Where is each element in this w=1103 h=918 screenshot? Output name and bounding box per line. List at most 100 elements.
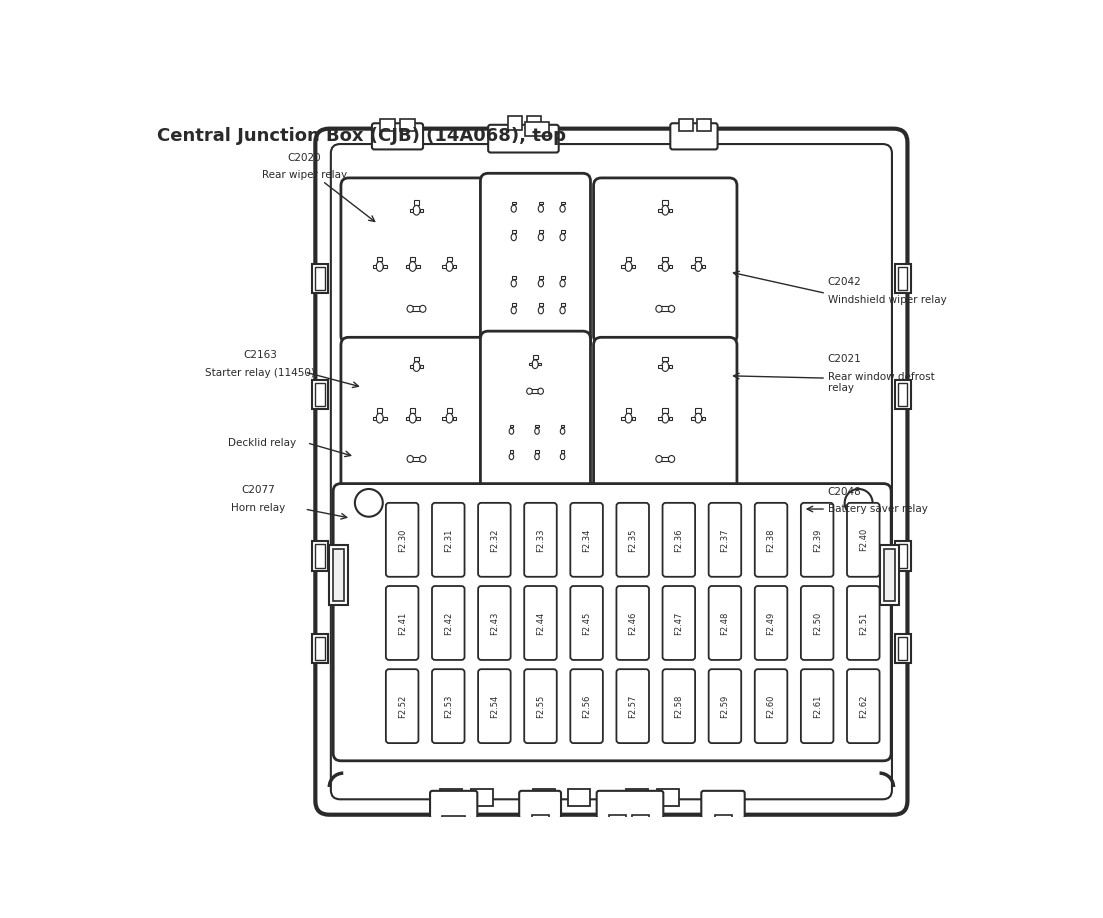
Text: relay: relay [827, 383, 854, 393]
Bar [538, 363, 542, 365]
Bar [512, 230, 516, 233]
Bar [560, 425, 565, 428]
Ellipse shape [532, 360, 538, 368]
Text: F2.34: F2.34 [582, 528, 591, 552]
Ellipse shape [413, 362, 420, 372]
Text: F2.37: F2.37 [720, 528, 729, 552]
FancyBboxPatch shape [331, 144, 892, 800]
Ellipse shape [560, 234, 565, 241]
Bar [414, 200, 419, 205]
Ellipse shape [446, 262, 453, 272]
Bar [898, 383, 908, 406]
Text: F2.51: F2.51 [859, 611, 868, 634]
Ellipse shape [538, 388, 544, 395]
Bar [621, 265, 625, 268]
Bar [312, 380, 328, 409]
Text: C2163: C2163 [244, 351, 277, 361]
Bar [560, 303, 565, 306]
Bar [533, 789, 555, 806]
Text: F2.58: F2.58 [674, 694, 684, 718]
Text: Rear wiper relay: Rear wiper relay [261, 170, 347, 180]
Bar [512, 303, 516, 306]
Ellipse shape [560, 428, 565, 434]
Bar [420, 365, 424, 368]
FancyBboxPatch shape [341, 337, 492, 490]
Bar [695, 257, 702, 261]
Bar [409, 365, 413, 368]
Bar [410, 409, 416, 412]
Bar [895, 380, 911, 409]
Text: F2.40: F2.40 [859, 528, 868, 552]
Bar [312, 633, 328, 663]
FancyBboxPatch shape [708, 669, 741, 743]
Ellipse shape [560, 453, 565, 460]
FancyBboxPatch shape [570, 503, 603, 577]
FancyBboxPatch shape [432, 503, 464, 577]
Bar [447, 257, 452, 261]
Bar [315, 637, 324, 660]
Bar [692, 265, 695, 268]
FancyBboxPatch shape [663, 669, 695, 743]
Text: F2.59: F2.59 [720, 695, 729, 718]
Bar [535, 451, 538, 453]
Text: Rear window defrost: Rear window defrost [827, 372, 934, 382]
Text: F2.44: F2.44 [536, 611, 545, 634]
Bar [621, 417, 625, 420]
Bar [657, 789, 678, 806]
FancyBboxPatch shape [489, 125, 559, 152]
Bar [560, 230, 565, 233]
Text: F2.46: F2.46 [629, 611, 638, 634]
Bar [678, 119, 693, 131]
Text: F2.36: F2.36 [674, 528, 684, 552]
Bar [658, 417, 662, 420]
Ellipse shape [538, 280, 544, 286]
Bar [377, 257, 383, 261]
Ellipse shape [656, 306, 662, 312]
Bar [440, 789, 462, 806]
Text: Windshield wiper relay: Windshield wiper relay [827, 295, 946, 305]
FancyBboxPatch shape [801, 586, 834, 660]
FancyBboxPatch shape [520, 790, 561, 819]
Bar [715, 814, 732, 826]
Ellipse shape [413, 206, 420, 215]
FancyBboxPatch shape [524, 503, 557, 577]
Bar [609, 814, 627, 826]
Bar [663, 409, 668, 412]
Bar [658, 456, 672, 462]
FancyBboxPatch shape [524, 586, 557, 660]
FancyBboxPatch shape [333, 484, 891, 761]
Bar [312, 542, 328, 571]
Ellipse shape [511, 307, 516, 314]
Text: F2.30: F2.30 [398, 528, 407, 552]
Bar [880, 545, 899, 605]
Bar [663, 200, 668, 205]
Text: Central Junction Box (CJB) (14A068), top: Central Junction Box (CJB) (14A068), top [158, 127, 566, 145]
Text: F2.61: F2.61 [813, 694, 822, 718]
Ellipse shape [527, 388, 533, 395]
Ellipse shape [662, 362, 668, 372]
Bar [668, 209, 672, 212]
Ellipse shape [695, 262, 702, 272]
Text: F2.57: F2.57 [629, 694, 638, 718]
Bar [658, 265, 662, 268]
Bar [406, 265, 409, 268]
Text: F2.50: F2.50 [813, 611, 822, 634]
Bar [377, 409, 383, 412]
Bar [453, 417, 457, 420]
Bar [528, 363, 532, 365]
FancyBboxPatch shape [524, 669, 557, 743]
Text: F2.54: F2.54 [490, 695, 499, 718]
Bar [668, 365, 672, 368]
Ellipse shape [662, 262, 668, 272]
Bar [697, 119, 711, 131]
Text: Decklid relay: Decklid relay [228, 438, 296, 448]
FancyBboxPatch shape [617, 669, 649, 743]
FancyBboxPatch shape [801, 503, 834, 577]
FancyBboxPatch shape [702, 790, 745, 819]
Bar [414, 357, 419, 361]
Bar [663, 257, 668, 261]
Ellipse shape [625, 413, 632, 423]
FancyBboxPatch shape [801, 669, 834, 743]
FancyBboxPatch shape [663, 503, 695, 577]
Ellipse shape [419, 455, 426, 463]
